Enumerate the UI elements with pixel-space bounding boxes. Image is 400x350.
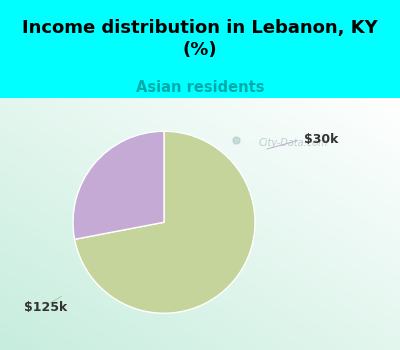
Text: Asian residents: Asian residents (136, 79, 264, 94)
Wedge shape (75, 131, 255, 313)
Wedge shape (73, 131, 164, 239)
Text: Income distribution in Lebanon, KY
(%): Income distribution in Lebanon, KY (%) (22, 19, 378, 59)
Text: $30k: $30k (304, 133, 338, 147)
Text: City-Data.com: City-Data.com (258, 138, 328, 148)
Text: $125k: $125k (24, 301, 67, 315)
